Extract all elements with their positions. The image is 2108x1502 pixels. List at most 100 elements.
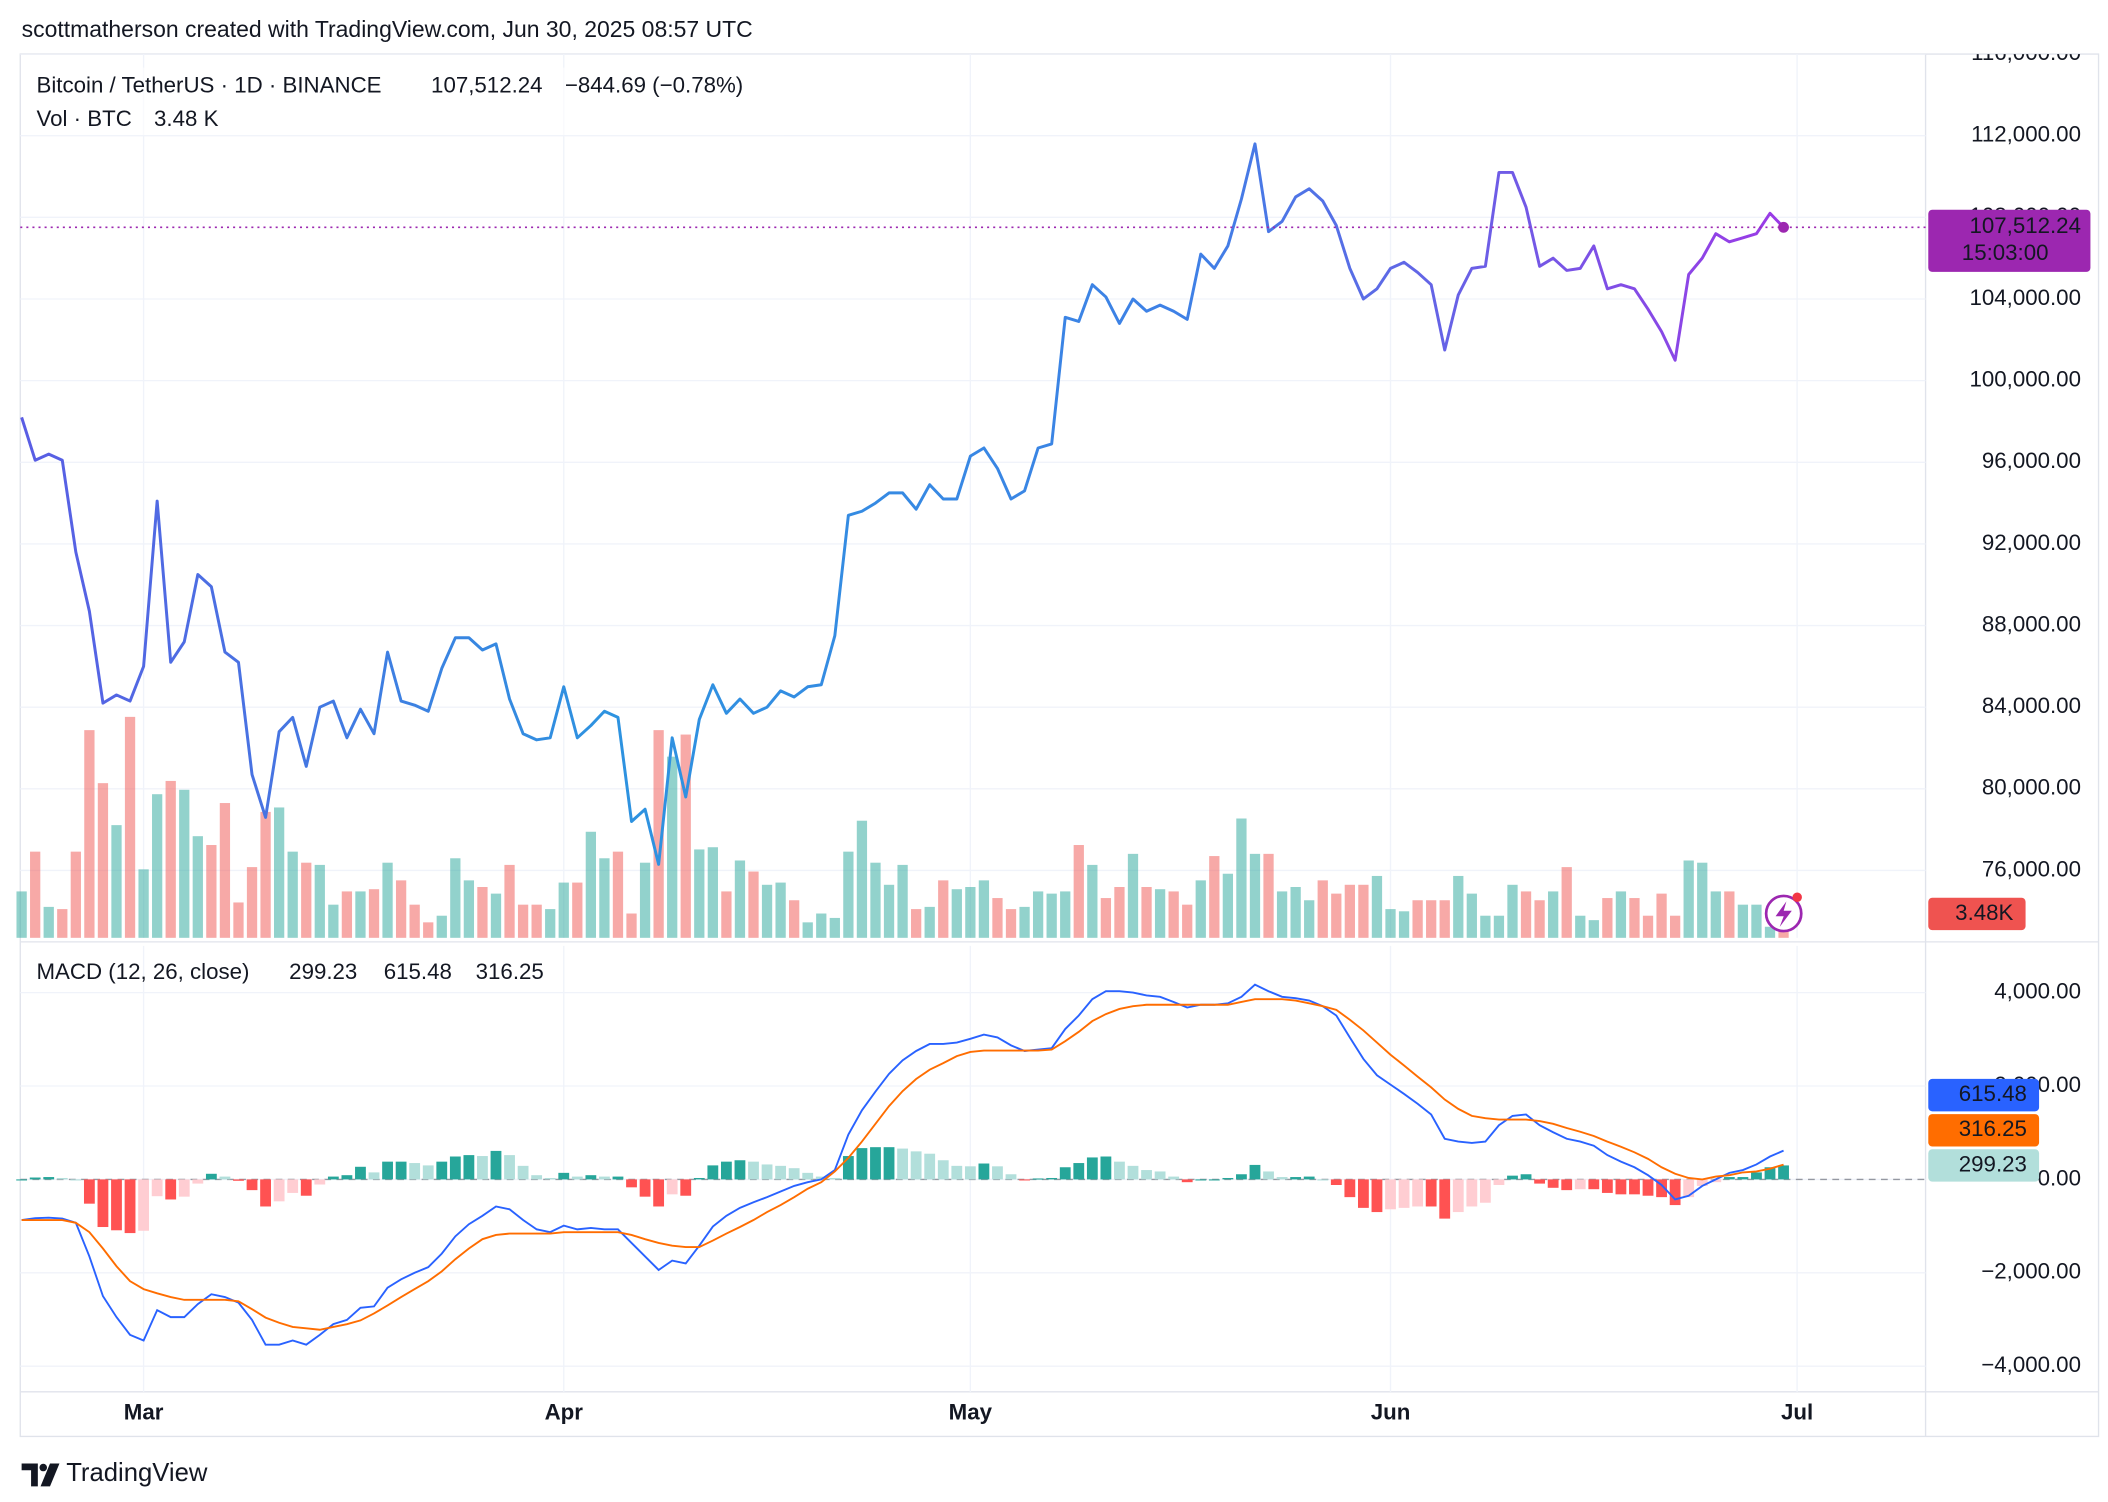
volume-bar — [558, 882, 569, 938]
volume-bar — [599, 858, 610, 938]
macd-histogram-bar — [1371, 1179, 1383, 1213]
macd-line — [21, 998, 1784, 1331]
volume-bar — [802, 922, 813, 938]
volume-bar — [1453, 875, 1464, 938]
volume-bar — [1195, 880, 1206, 938]
price-badge-label: 107,512.24 — [1969, 213, 2081, 238]
volume-bar — [680, 734, 691, 938]
volume-bar — [246, 867, 258, 938]
volume-bar — [1154, 889, 1166, 938]
volume-bar — [206, 845, 217, 938]
footer-brand[interactable]: TradingView — [66, 1459, 208, 1487]
volume-bar — [1520, 891, 1532, 938]
volume-bar — [368, 889, 380, 938]
macd-histogram-bar — [233, 1179, 244, 1181]
macd-histogram-bar — [1493, 1179, 1505, 1185]
y-tick-label: 4,000.00 — [1994, 979, 2081, 1004]
macd-histogram-bar — [1683, 1179, 1695, 1198]
price-badge-countdown: 15:03:00 — [1962, 240, 2049, 265]
macd-histogram-bar — [273, 1179, 285, 1202]
macd-histogram-bar — [558, 1172, 570, 1180]
macd-histogram-bar — [1303, 1176, 1315, 1180]
volume-bar — [1724, 891, 1735, 938]
volume-bar — [450, 858, 461, 938]
volume-bar — [978, 880, 990, 938]
logo-slash — [40, 1463, 60, 1487]
macd-histogram-bar — [1466, 1179, 1478, 1207]
volume-bar — [1005, 909, 1017, 938]
volume-bar — [1669, 915, 1681, 938]
volume-bar — [1697, 862, 1708, 938]
volume-bar — [938, 880, 949, 938]
volume-bar — [1656, 893, 1667, 938]
macd-histogram-bar — [680, 1179, 692, 1196]
symbol-title: Bitcoin / TetherUS · 1D · BINANCE — [36, 72, 381, 97]
macd-histogram-bar — [463, 1155, 475, 1180]
volume-bar — [152, 794, 163, 938]
volume-bar — [1588, 920, 1599, 938]
macd-histogram-bar — [1642, 1179, 1654, 1196]
volume-bar — [97, 783, 109, 938]
alert-icon[interactable] — [1764, 892, 1803, 933]
volume-bar — [111, 825, 122, 938]
macd-histogram-bar — [815, 1176, 827, 1180]
signal-last: 316.25 — [476, 959, 544, 984]
macd-histogram-bar — [395, 1161, 407, 1180]
macd-histogram-bar — [937, 1160, 949, 1180]
macd-histogram-bar — [802, 1172, 814, 1180]
macd-histogram-bar — [138, 1179, 150, 1231]
macd-histogram-bar — [748, 1161, 759, 1180]
volume-bar — [1426, 900, 1437, 938]
y-tick-label: −2,000.00 — [1981, 1259, 2081, 1284]
volume-bar — [1141, 886, 1152, 938]
footer-logo[interactable]: TradingView — [21, 1459, 208, 1487]
volume-bar — [951, 889, 962, 938]
volume-bar — [653, 730, 664, 938]
macd-histogram-bar — [477, 1156, 488, 1180]
legend-layer: Bitcoin / TetherUS · 1D · BINANCE 107,51… — [21, 67, 1803, 1487]
volume-bar — [179, 789, 190, 938]
volume-bar — [1317, 880, 1328, 938]
macd-histogram-bar — [1073, 1163, 1085, 1180]
volume-bar — [1412, 900, 1423, 938]
volume-bar — [1060, 891, 1071, 938]
macd-histogram-bar — [585, 1175, 597, 1180]
macd-histogram-bar — [761, 1164, 773, 1180]
y-tick-label: 76,000.00 — [1982, 856, 2081, 881]
volume-bar — [1344, 884, 1355, 938]
volume-bar — [1114, 886, 1125, 938]
volume-bar — [260, 811, 271, 938]
macd-histogram-bar — [1507, 1175, 1518, 1180]
macd-histogram-bar — [964, 1166, 976, 1180]
volume-bar — [639, 862, 651, 938]
macd-histogram-bar — [97, 1179, 109, 1228]
macd-histogram-bar — [1412, 1179, 1424, 1207]
volume-bar — [165, 780, 176, 938]
macd-histogram-bar — [1249, 1164, 1261, 1180]
volume-bar — [477, 886, 488, 938]
y-tick-label: 92,000.00 — [1982, 530, 2081, 555]
y-tick-label: 88,000.00 — [1982, 611, 2081, 636]
volume-bar — [1371, 875, 1383, 938]
volume-bar — [84, 730, 95, 938]
volume-bar — [1249, 853, 1261, 938]
volume-bar — [694, 849, 705, 938]
logo-dot — [39, 1463, 48, 1472]
volume-bar — [1046, 893, 1057, 938]
volume-bar — [775, 882, 786, 938]
macd-histogram-bar — [1615, 1179, 1627, 1195]
price-line — [20, 142, 1785, 866]
macd-histogram-bar — [842, 1156, 854, 1180]
macd-histogram-bar — [1154, 1171, 1166, 1180]
macd-histogram-bar — [1100, 1156, 1112, 1180]
volume-bar — [545, 909, 556, 938]
macd-badge — [1928, 1114, 2040, 1147]
attribution: scottmatherson created with TradingView.… — [22, 16, 753, 42]
macd-histogram-bar — [1547, 1179, 1559, 1188]
volume-bar — [382, 862, 393, 938]
macd-histogram-bar — [178, 1179, 190, 1197]
volume-bar — [301, 862, 312, 938]
macd-histogram-bar — [151, 1179, 163, 1197]
volume-bar — [233, 902, 244, 938]
